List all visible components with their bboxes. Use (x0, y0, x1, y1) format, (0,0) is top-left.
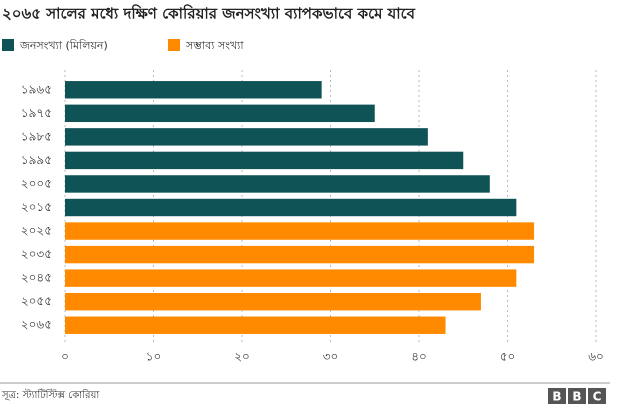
legend-label: জনসংখ্যা (মিলিয়ন) (19, 39, 108, 52)
y-tick-label: ২০৫৫ (21, 294, 52, 308)
bar (65, 128, 428, 146)
legend-swatch (2, 39, 14, 51)
bar (65, 245, 535, 264)
bar (65, 175, 490, 193)
y-tick-label: ২০৪৫ (21, 271, 52, 285)
source: সূত্র: স্ট্যাটিস্টিক্স কোরিয়া (1, 388, 100, 401)
bar (65, 316, 446, 334)
bar (65, 198, 517, 217)
x-tick-label: ৩০ (323, 350, 339, 364)
legend-label: সম্ভাব্য সংখ্যা (185, 39, 244, 52)
y-tick-label: ১৯৬৫ (21, 82, 52, 96)
x-tick-label: ০ (61, 350, 69, 364)
chart-title: ২০৬৫ সালের মধ্যে দক্ষিণ কোরিয়ার জনসংখ্য… (2, 4, 416, 23)
bar (65, 269, 517, 287)
bar (65, 292, 481, 311)
x-tick-label: ৫০ (500, 350, 516, 364)
logo-letter: B (572, 390, 581, 404)
logo-box (548, 388, 566, 404)
bar (65, 104, 375, 123)
y-tick-label: ২০৬৫ (21, 318, 52, 332)
y-tick-label: ১৯৮৫ (21, 129, 52, 143)
logo-letter: C (593, 390, 602, 404)
bar (65, 81, 322, 99)
x-tick-label: ১০ (146, 350, 162, 364)
logo-box (588, 388, 606, 404)
x-tick-label: ৪০ (411, 350, 427, 364)
y-tick-label: ২০২৫ (21, 224, 52, 238)
legend-swatch (168, 39, 180, 51)
y-tick-label: ২০৩৫ (21, 247, 52, 261)
logo-letter: B (552, 390, 561, 404)
logo-box (568, 388, 586, 404)
bar (65, 151, 464, 170)
y-tick-label: ২০০৫ (21, 176, 52, 190)
x-tick-label: ২০ (234, 350, 250, 364)
y-tick-label: ২০১৫ (21, 200, 52, 214)
y-tick-label: ১৯৯৫ (21, 153, 52, 167)
x-tick-label: ৬০ (588, 350, 604, 364)
y-tick-label: ১৯৭৫ (21, 106, 52, 120)
bar (65, 222, 535, 240)
